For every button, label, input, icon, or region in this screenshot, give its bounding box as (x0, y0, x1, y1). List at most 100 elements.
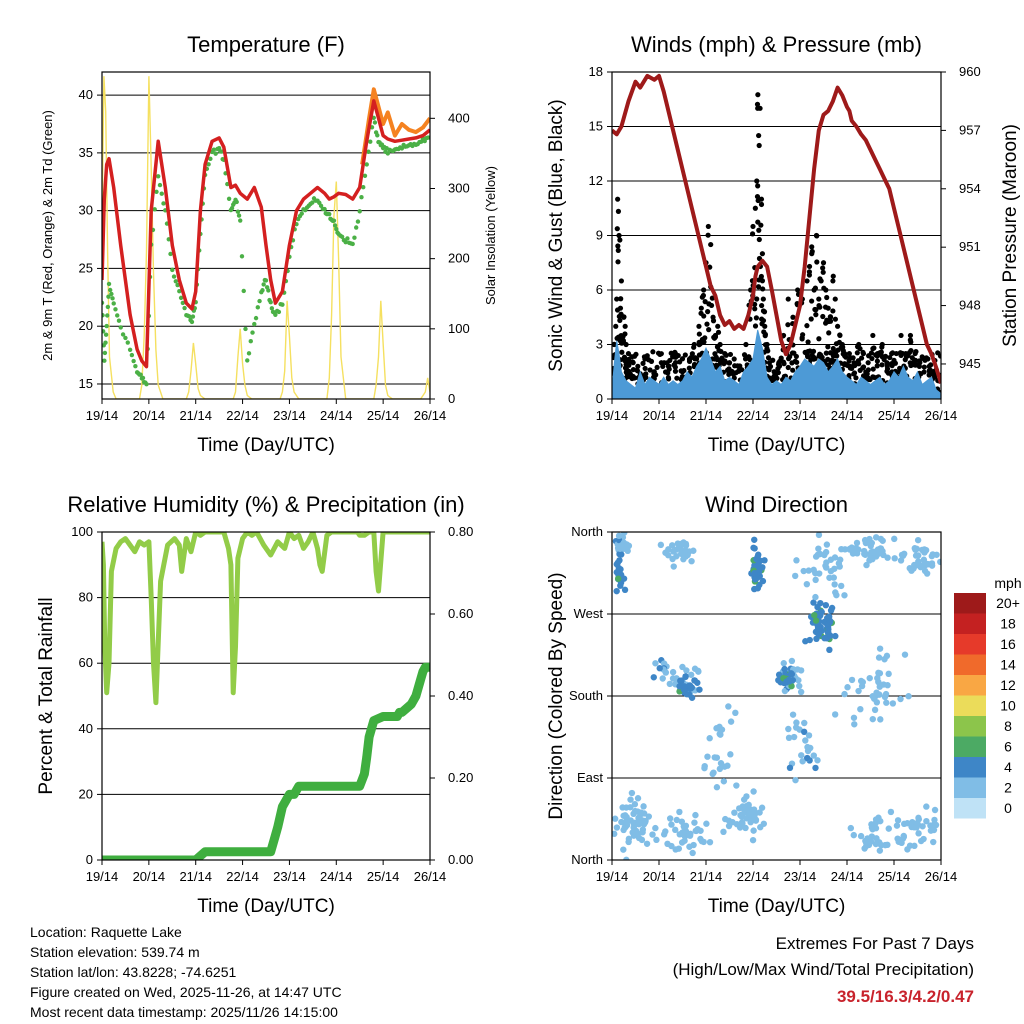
pressure-line (612, 73, 941, 384)
gust-point (746, 354, 752, 360)
direction-point (688, 694, 696, 701)
gust-point (614, 226, 620, 232)
x-tick-label: 22/14 (226, 869, 259, 884)
direction-point (862, 839, 870, 846)
x-tick-label: 23/14 (784, 869, 817, 884)
gust-point (832, 296, 838, 302)
direction-point (850, 714, 858, 721)
gust-point (830, 273, 836, 279)
gust-point (830, 308, 836, 314)
direction-point (876, 691, 883, 698)
dewpoint-point (180, 300, 186, 306)
gust-point (717, 359, 724, 365)
direction-point (821, 634, 828, 642)
gust-point (785, 364, 791, 371)
direction-point (780, 660, 787, 667)
direction-point (844, 684, 851, 691)
x-tick-label: 20/14 (133, 408, 166, 423)
y-tick-label: 18 (589, 64, 603, 79)
dewpoint-point (236, 213, 242, 218)
dewpoint-point (178, 295, 184, 301)
dewpoint-point (108, 287, 113, 293)
legend-label: 8 (1004, 718, 1012, 734)
dewpoint-point (170, 267, 175, 273)
y-tick-label: 100 (71, 524, 93, 539)
direction-point (793, 719, 800, 726)
dewpoint-point (385, 151, 391, 156)
gust-point (775, 365, 781, 372)
gust-point (754, 101, 761, 107)
gust-point (694, 356, 700, 362)
y-axis-label: Percent & Total Rainfall (36, 597, 57, 794)
direction-point (822, 564, 830, 571)
gust-point (823, 287, 829, 293)
gust-point (674, 375, 680, 381)
direction-point (631, 822, 638, 829)
gust-point (930, 371, 937, 378)
direction-point (623, 804, 630, 811)
gust-point (921, 364, 927, 370)
direction-point (917, 563, 924, 571)
direction-point (665, 552, 672, 559)
direction-point (682, 673, 689, 681)
x-tick-label: 19/14 (596, 408, 629, 423)
gust-point (897, 365, 903, 371)
dewpoint-point (280, 302, 285, 307)
extremes-values: 39.5/16.3/4.2/0.47 (836, 987, 974, 1006)
direction-point (855, 687, 862, 695)
gust-point (616, 232, 622, 239)
dewpoint-point (339, 234, 345, 239)
direction-point (720, 778, 728, 785)
direction-point (616, 557, 623, 564)
gust-point (759, 302, 765, 309)
gust-point (825, 305, 831, 311)
direction-point (897, 557, 905, 564)
gust-point (775, 370, 781, 376)
gust-point (643, 374, 649, 381)
direction-point (616, 550, 623, 558)
gust-point (870, 345, 876, 352)
direction-point (904, 820, 911, 827)
dewpoint-point (226, 196, 232, 202)
direction-point (684, 551, 691, 559)
gust-point (802, 349, 808, 355)
direction-point (826, 617, 834, 625)
direction-point (639, 826, 647, 833)
dewpoint-point (357, 209, 362, 214)
gust-point (860, 349, 866, 356)
gust-point (617, 305, 624, 311)
x-tick-label: 25/14 (367, 408, 400, 423)
dewpoint-point (102, 350, 108, 356)
direction-point (810, 752, 817, 759)
x-tick-label: 26/14 (414, 869, 447, 884)
direction-point (668, 842, 675, 850)
gust-point (681, 367, 687, 374)
gust-point (879, 362, 885, 368)
gust-point (887, 354, 893, 361)
y-tick-label: North (571, 524, 603, 539)
dewpoint-point (156, 174, 161, 179)
gust-point (774, 375, 780, 381)
gust-point (708, 302, 715, 309)
gust-point (874, 358, 880, 364)
panel-wind_direction: Wind Direction North East South West North 19/… (546, 492, 957, 917)
x-axis-label: Time (Day/UTC) (708, 435, 846, 456)
gust-point (832, 316, 838, 322)
direction-point (711, 754, 718, 761)
dewpoint-point (190, 314, 196, 319)
gust-point (617, 237, 623, 243)
gust-point (937, 353, 941, 359)
gust-point (846, 350, 852, 357)
direction-point (722, 815, 729, 823)
direction-point (825, 630, 832, 637)
direction-point (757, 824, 764, 831)
gust-point (644, 353, 650, 359)
speed-legend: mph 20+ 18 16 14 12 10 8 6 4 2 0 (954, 575, 1022, 819)
dewpoint-point (343, 239, 348, 245)
direction-point (614, 575, 622, 582)
gust-point (640, 360, 646, 366)
gust-point (829, 357, 835, 363)
direction-point (620, 826, 627, 834)
gust-point (726, 360, 733, 366)
direction-point (710, 769, 717, 776)
